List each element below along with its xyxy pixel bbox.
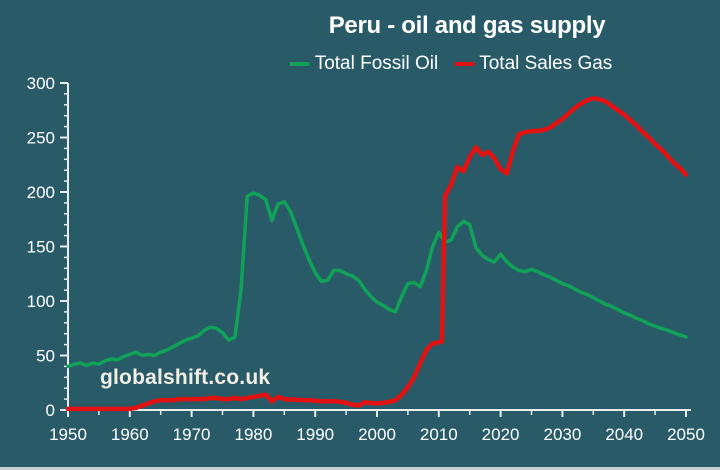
legend-item-fossil-oil: Total Fossil Oil — [289, 53, 439, 75]
svg-text:2050: 2050 — [667, 425, 705, 444]
svg-text:2020: 2020 — [482, 425, 520, 444]
svg-text:2010: 2010 — [420, 425, 458, 444]
legend-item-sales-gas: Total Sales Gas — [454, 53, 612, 75]
svg-text:300: 300 — [27, 74, 55, 93]
svg-text:1990: 1990 — [296, 425, 334, 444]
svg-text:1970: 1970 — [173, 425, 211, 444]
svg-text:250: 250 — [27, 129, 55, 148]
legend-label-sales-gas: Total Sales Gas — [479, 53, 613, 74]
legend: Total Fossil Oil Total Sales Gas — [289, 53, 612, 75]
svg-text:2030: 2030 — [543, 425, 581, 444]
svg-text:2040: 2040 — [605, 425, 643, 444]
svg-text:150: 150 — [27, 238, 55, 257]
legend-swatch-red — [454, 62, 475, 66]
legend-swatch-green — [289, 62, 310, 66]
watermark-text: globalshift.co.uk — [100, 366, 271, 389]
svg-text:1950: 1950 — [49, 425, 87, 444]
svg-text:1980: 1980 — [234, 425, 272, 444]
svg-text:50: 50 — [36, 347, 55, 366]
bottom-edge-strip — [0, 467, 720, 470]
svg-text:100: 100 — [27, 292, 55, 311]
svg-text:200: 200 — [27, 183, 55, 202]
chart-title: Peru - oil and gas supply — [328, 12, 606, 39]
svg-text:0: 0 — [46, 401, 55, 420]
legend-label-fossil-oil: Total Fossil Oil — [314, 53, 439, 74]
svg-text:1960: 1960 — [111, 425, 149, 444]
svg-text:2000: 2000 — [358, 425, 396, 444]
